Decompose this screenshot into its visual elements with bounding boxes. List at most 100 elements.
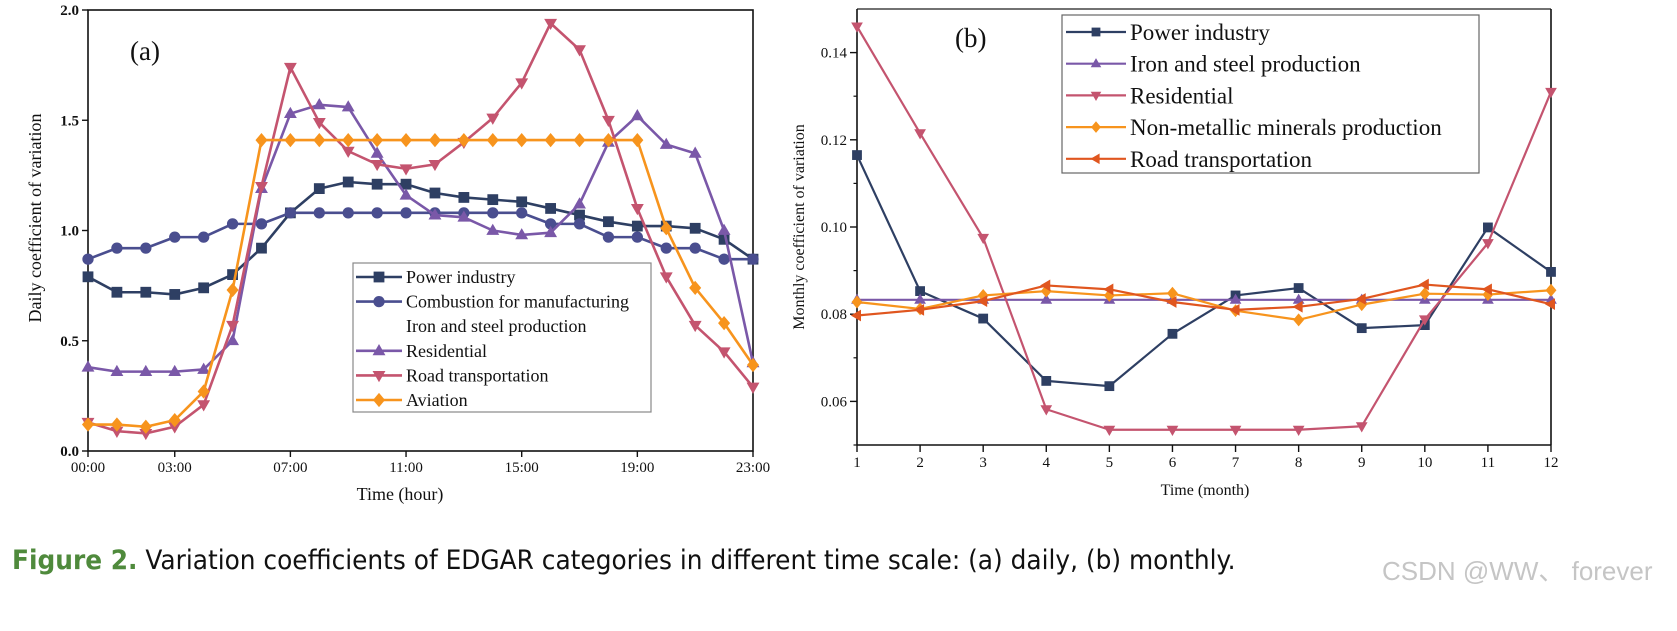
series-line-combustion-for-manufacturing (87, 211, 753, 261)
chart-a-series (81, 18, 760, 441)
data-point-combustion-for-manufacturing (169, 231, 181, 243)
chart-b-x-axis-title: Time (month) (1161, 482, 1250, 499)
data-point-aviation (284, 132, 297, 148)
legend-label: Combustion for manufacturing (406, 292, 629, 312)
legend-item-combustion-for-manufacturing: Combustion for manufacturing (356, 292, 629, 312)
data-point-aviation (718, 315, 731, 331)
data-point-road-transportation (717, 347, 731, 359)
watermark: CSDN @WW、 forever (1382, 556, 1653, 586)
x-tick-label: 15:00 (505, 460, 539, 476)
legend-marker (372, 370, 386, 383)
legend-marker (373, 271, 385, 283)
data-point-road-transportation (515, 78, 529, 90)
data-point-road-transportation (312, 118, 326, 130)
legend-label: Power industry (1130, 20, 1270, 45)
legend-label: Iron and steel production (406, 316, 586, 336)
data-point-residential (977, 233, 990, 245)
x-tick-label: 11:00 (389, 460, 423, 476)
data-point-aviation (371, 132, 384, 148)
data-point-residential (312, 98, 326, 110)
data-point-residential (544, 225, 558, 238)
x-tick-label: 12 (1544, 455, 1559, 471)
data-point-combustion-for-manufacturing (198, 231, 210, 243)
data-point-aviation (342, 132, 355, 148)
legend-item-non-metallic-minerals-production: Non-metallic minerals production (1066, 115, 1442, 140)
data-point-road-transportation (601, 115, 615, 128)
data-point-power-industry (487, 194, 499, 206)
data-point-road-transportation (283, 62, 297, 75)
data-point-residential (659, 137, 673, 149)
data-point-aviation (197, 384, 210, 399)
data-point-non-metallic-minerals-production (851, 295, 863, 309)
data-point-road-transportation (688, 320, 702, 333)
data-point-aviation (81, 417, 95, 432)
legend-marker (1091, 121, 1101, 133)
series-line-aviation (88, 138, 755, 429)
data-point-road-transportation (399, 164, 413, 176)
chart-b-x-axis: 1 2 3 4 5 6 7 8 9 10 11 12 (853, 445, 1559, 471)
data-point-power-industry (689, 222, 701, 234)
y-tick-label: 0.5 (60, 334, 79, 350)
data-point-road-transportation (630, 204, 644, 216)
data-point-residential (428, 208, 442, 220)
data-point-combustion-for-manufacturing (747, 253, 759, 265)
y-tick-label: 1.5 (60, 113, 79, 129)
data-point-residential (630, 109, 644, 121)
legend-label: Road transportation (406, 365, 548, 385)
data-point-power-industry (1293, 283, 1304, 293)
data-point-road-transportation (1418, 278, 1429, 291)
data-point-combustion-for-manufacturing (371, 207, 383, 219)
data-point-aviation (689, 280, 702, 295)
figure-caption-label: Figure 2. (12, 545, 138, 576)
data-point-residential (914, 129, 926, 140)
figure-caption: Figure 2. Variation coefficients of EDGA… (12, 545, 1236, 576)
data-point-residential (1040, 405, 1053, 416)
data-point-residential (399, 188, 413, 200)
chart-b-panel-label: (b) (955, 23, 986, 53)
data-point-road-transportation (1481, 283, 1492, 296)
data-point-aviation (746, 357, 760, 373)
data-point-road-transportation (1040, 279, 1051, 292)
data-point-aviation (226, 282, 239, 298)
legend-item-aviation: Aviation (356, 390, 468, 410)
chart-b-y-axis: 0.06 0.08 0.10 0.12 0.14 (821, 46, 857, 446)
legend-marker (1090, 153, 1100, 165)
data-point-residential (457, 210, 471, 222)
series-line-road-transportation (856, 283, 1552, 317)
data-point-road-transportation (255, 181, 268, 194)
data-point-residential (1482, 239, 1494, 250)
legend-label: Road transportation (1130, 147, 1313, 172)
x-tick-label: 2 (916, 455, 924, 471)
data-point-combustion-for-manufacturing (516, 207, 528, 219)
series-line-residential (856, 25, 1553, 431)
data-point-iron-and-steel-production (1229, 293, 1242, 304)
y-tick-label: 0.06 (821, 394, 848, 410)
chart-b: 0.060.080.100.120.14 1 2 3 4 5 6 7 8 9 10 11 12 (b)… (791, 8, 1559, 499)
series-line-residential (87, 103, 755, 373)
y-tick-label: 2.0 (60, 3, 79, 19)
data-point-residential (283, 106, 297, 119)
legend-label: Power industry (406, 267, 516, 287)
data-point-road-transportation (1544, 298, 1555, 311)
data-point-residential (851, 22, 863, 33)
series-line-power-industry (856, 154, 1552, 388)
chart-a-legend: Power industry Combustion for manufacturi… (352, 262, 652, 413)
data-point-power-industry (313, 183, 325, 195)
x-tick-label: 03:00 (158, 460, 192, 476)
series-road-transportation (850, 278, 1555, 322)
data-point-power-industry (852, 150, 862, 160)
data-point-residential (1229, 425, 1242, 436)
data-point-power-industry (342, 176, 354, 188)
data-point-power-industry (1546, 267, 1556, 277)
data-point-power-industry (198, 282, 210, 294)
data-point-aviation (400, 132, 413, 148)
legend-item-residential: Residential (356, 341, 487, 361)
data-point-power-industry (1483, 222, 1493, 233)
series-line-road-transportation (87, 21, 755, 435)
data-point-power-industry (631, 220, 643, 232)
data-point-aviation (428, 132, 441, 148)
x-tick-label: 5 (1106, 455, 1114, 471)
data-point-aviation (110, 417, 123, 432)
data-point-power-industry (978, 313, 989, 324)
data-point-combustion-for-manufacturing (718, 253, 730, 265)
